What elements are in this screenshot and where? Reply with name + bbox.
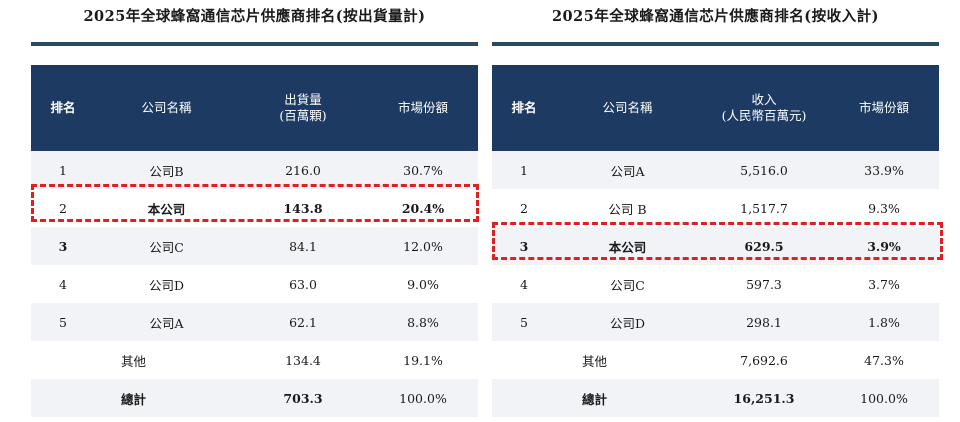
share-cell: 1.8% — [829, 303, 939, 341]
value-cell: 63.0 — [238, 265, 368, 303]
other-label: 其他 — [492, 341, 699, 379]
table-row: 5 公司D 298.1 1.8% — [492, 303, 939, 341]
share-cell: 12.0% — [368, 227, 478, 265]
shipment-ranking-table: 排名 公司名稱 出貨量 (百萬顆) 市場份額 1 公司B 216.0 30.7%… — [31, 65, 478, 417]
title-rule — [492, 42, 939, 46]
header-share: 市場份額 — [368, 65, 478, 151]
value-cell: 5,516.0 — [699, 151, 829, 189]
rank-cell: 1 — [31, 151, 95, 189]
share-cell: 19.1% — [368, 341, 478, 379]
table-row: 4 公司C 597.3 3.7% — [492, 265, 939, 303]
header-value: 出貨量 (百萬顆) — [238, 65, 368, 151]
share-cell: 9.0% — [368, 265, 478, 303]
header-rank: 排名 — [31, 65, 95, 151]
company-cell: 公司A — [95, 303, 238, 341]
table-header-row: 排名 公司名稱 出貨量 (百萬顆) 市場份額 — [31, 65, 478, 151]
rank-cell: 5 — [492, 303, 556, 341]
table-row: 5 公司A 62.1 8.8% — [31, 303, 478, 341]
company-cell: 本公司 — [95, 189, 238, 227]
shipment-ranking-panel: 2025年全球蜂窩通信芯片供應商排名(按出貨量計) 排名 公司名稱 出貨量 (百… — [31, 0, 478, 417]
table-row: 1 公司B 216.0 30.7% — [31, 151, 478, 189]
table-row: 2 公司 B 1,517.7 9.3% — [492, 189, 939, 227]
table-header-row: 排名 公司名稱 收入 (人民幣百萬元) 市場份額 — [492, 65, 939, 151]
total-label: 總計 — [492, 379, 699, 417]
header-share: 市場份額 — [829, 65, 939, 151]
company-cell: 公司A — [556, 151, 699, 189]
rank-cell: 1 — [492, 151, 556, 189]
table-row-highlighted: 2 本公司 143.8 20.4% — [31, 189, 478, 227]
other-label: 其他 — [31, 341, 238, 379]
title-rule — [31, 42, 478, 46]
header-value-text: 收入 (人民幣百萬元) — [721, 92, 807, 123]
company-cell: 本公司 — [556, 227, 699, 265]
header-value-text: 出貨量 (百萬顆) — [279, 92, 327, 123]
rank-cell: 4 — [492, 265, 556, 303]
company-cell: 公司D — [95, 265, 238, 303]
value-cell: 298.1 — [699, 303, 829, 341]
rank-cell: 4 — [31, 265, 95, 303]
share-cell: 33.9% — [829, 151, 939, 189]
header-rank: 排名 — [492, 65, 556, 151]
rank-cell: 5 — [31, 303, 95, 341]
revenue-ranking-panel: 2025年全球蜂窩通信芯片供應商排名(按收入計) 排名 公司名稱 收入 (人民幣… — [492, 0, 939, 417]
rank-cell: 2 — [492, 189, 556, 227]
value-cell: 84.1 — [238, 227, 368, 265]
company-cell: 公司C — [556, 265, 699, 303]
other-row: 其他 134.4 19.1% — [31, 341, 478, 379]
share-cell: 3.7% — [829, 265, 939, 303]
other-row: 其他 7,692.6 47.3% — [492, 341, 939, 379]
company-cell: 公司C — [95, 227, 238, 265]
header-company: 公司名稱 — [95, 65, 238, 151]
company-cell: 公司B — [95, 151, 238, 189]
share-cell: 47.3% — [829, 341, 939, 379]
revenue-ranking-table: 排名 公司名稱 收入 (人民幣百萬元) 市場份額 1 公司A 5,516.0 3… — [492, 65, 939, 417]
company-cell: 公司D — [556, 303, 699, 341]
value-cell: 62.1 — [238, 303, 368, 341]
share-cell: 3.9% — [829, 227, 939, 265]
value-cell: 703.3 — [238, 379, 368, 417]
share-cell: 30.7% — [368, 151, 478, 189]
total-row: 總計 16,251.3 100.0% — [492, 379, 939, 417]
value-cell: 597.3 — [699, 265, 829, 303]
value-cell: 216.0 — [238, 151, 368, 189]
table-row: 3 公司C 84.1 12.0% — [31, 227, 478, 265]
rank-cell: 2 — [31, 189, 95, 227]
value-cell: 7,692.6 — [699, 341, 829, 379]
table-row: 1 公司A 5,516.0 33.9% — [492, 151, 939, 189]
shipment-ranking-title: 2025年全球蜂窩通信芯片供應商排名(按出貨量計) — [83, 8, 426, 25]
rank-cell: 3 — [31, 227, 95, 265]
value-cell: 134.4 — [238, 341, 368, 379]
value-cell: 16,251.3 — [699, 379, 829, 417]
table-row: 4 公司D 63.0 9.0% — [31, 265, 478, 303]
rank-cell: 3 — [492, 227, 556, 265]
share-cell: 100.0% — [829, 379, 939, 417]
revenue-ranking-title: 2025年全球蜂窩通信芯片供應商排名(按收入計) — [551, 8, 880, 25]
company-cell: 公司 B — [556, 189, 699, 227]
header-company: 公司名稱 — [556, 65, 699, 151]
table-row-highlighted: 3 本公司 629.5 3.9% — [492, 227, 939, 265]
value-cell: 143.8 — [238, 189, 368, 227]
share-cell: 9.3% — [829, 189, 939, 227]
total-label: 總計 — [31, 379, 238, 417]
value-cell: 629.5 — [699, 227, 829, 265]
share-cell: 8.8% — [368, 303, 478, 341]
total-row: 總計 703.3 100.0% — [31, 379, 478, 417]
header-value: 收入 (人民幣百萬元) — [699, 65, 829, 151]
value-cell: 1,517.7 — [699, 189, 829, 227]
share-cell: 100.0% — [368, 379, 478, 417]
share-cell: 20.4% — [368, 189, 478, 227]
